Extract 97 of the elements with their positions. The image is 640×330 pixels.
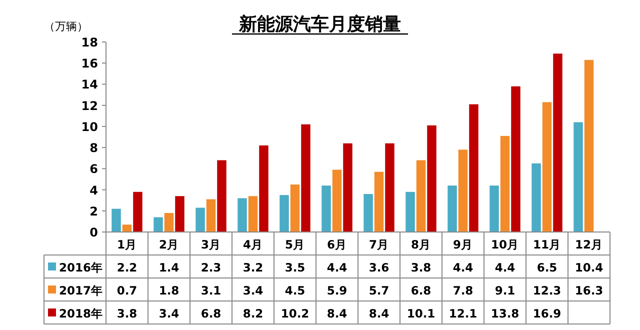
bar: [374, 172, 384, 232]
bar: [406, 192, 415, 232]
bar: [122, 224, 132, 232]
bar: [206, 199, 216, 232]
bar: [553, 54, 562, 232]
data-label: 5.7: [368, 284, 390, 298]
bar: [542, 102, 552, 232]
data-label: 16.3: [574, 284, 604, 298]
y-tick-label: 4: [90, 183, 98, 198]
data-label: 6.5: [536, 260, 558, 274]
data-label: 3.8: [410, 260, 432, 274]
y-tick-label: 6: [90, 162, 98, 176]
y-axis-title: （万辆）: [44, 20, 88, 33]
bar: [469, 104, 478, 232]
bar: [427, 125, 436, 232]
bar: [280, 195, 289, 232]
y-tick-label: 0: [90, 226, 98, 240]
bar: [574, 122, 583, 232]
y-tick-label: 16: [81, 56, 98, 71]
data-label: 4.4: [494, 260, 516, 274]
data-label: 8.2: [242, 306, 264, 320]
x-tick-label: 3月: [200, 238, 222, 252]
bar: [385, 143, 394, 232]
x-tick-label: 6月: [326, 238, 348, 252]
data-label: 8.4: [326, 306, 348, 320]
y-tick-label: 8: [90, 141, 98, 156]
bar: [290, 184, 300, 232]
data-label: 3.4: [242, 284, 264, 298]
data-label: 10.1: [406, 306, 436, 320]
x-tick-label: 10月: [490, 238, 520, 252]
x-tick-label: 1月: [116, 238, 138, 252]
x-tick-label: 9月: [452, 238, 474, 252]
data-label: 4.4: [452, 260, 474, 274]
data-label: 0.7: [116, 284, 138, 298]
data-label: 3.5: [284, 260, 306, 274]
x-tick-label: 2月: [158, 238, 180, 252]
x-tick-label: 7月: [368, 238, 390, 252]
x-tick-label: 5月: [284, 238, 306, 252]
bar: [332, 170, 342, 232]
bar: [112, 208, 121, 232]
bar: [154, 217, 163, 232]
bar: [322, 186, 331, 232]
legend-label: 2017年: [59, 284, 104, 298]
bar: [448, 186, 457, 232]
data-label: 1.4: [158, 260, 180, 274]
data-label: 2.3: [200, 260, 222, 274]
legend-label: 2018年: [59, 306, 104, 320]
data-label: 12.3: [532, 284, 562, 298]
bar: [217, 160, 226, 232]
data-label: 13.8: [490, 306, 520, 320]
data-label: 4.4: [326, 260, 348, 274]
bar: [584, 60, 594, 232]
data-label: 3.6: [368, 260, 390, 274]
bar: [416, 160, 426, 232]
y-tick-label: 14: [81, 78, 98, 92]
bar: [301, 124, 310, 232]
bar: [164, 213, 174, 232]
data-label: 7.8: [452, 284, 474, 298]
data-label: 9.1: [494, 284, 516, 298]
bar: [175, 196, 184, 232]
bar: [343, 143, 352, 232]
bar: [259, 145, 268, 232]
data-label: 1.8: [158, 284, 180, 298]
data-label: 4.5: [284, 284, 306, 298]
x-tick-label: 11月: [532, 238, 562, 252]
bar: [490, 186, 499, 232]
bar: [196, 208, 205, 232]
data-label: 3.2: [242, 260, 264, 274]
data-label: 10.2: [280, 306, 310, 320]
y-tick-label: 10: [81, 120, 98, 134]
data-label: 3.8: [116, 306, 138, 320]
data-label: 6.8: [410, 284, 432, 298]
bar: [532, 163, 541, 232]
data-label: 2.2: [116, 260, 138, 274]
legend-label: 2016年: [59, 260, 104, 274]
data-label: 12.1: [448, 306, 478, 320]
y-tick-label: 18: [81, 36, 98, 50]
x-tick-label: 4月: [242, 238, 264, 252]
data-label: 10.4: [574, 260, 604, 274]
bar: [364, 194, 373, 232]
bar: [133, 192, 142, 232]
title: 新能源汽车月度销量: [239, 14, 401, 35]
y-tick-label: 12: [81, 98, 98, 113]
data-label: 6.8: [200, 306, 222, 320]
data-label: 3.1: [200, 284, 222, 298]
bar: [511, 86, 520, 232]
x-tick-label: 12月: [574, 238, 604, 252]
data-label: 16.9: [532, 306, 562, 320]
bar: [238, 198, 247, 232]
data-label: 5.9: [326, 284, 348, 298]
data-label: 3.4: [158, 306, 180, 320]
bar: [248, 196, 258, 232]
bar: [500, 136, 510, 232]
bar: [458, 150, 468, 232]
x-tick-label: 8月: [410, 238, 432, 252]
y-tick-label: 2: [90, 204, 98, 218]
data-label: 8.4: [368, 306, 390, 320]
